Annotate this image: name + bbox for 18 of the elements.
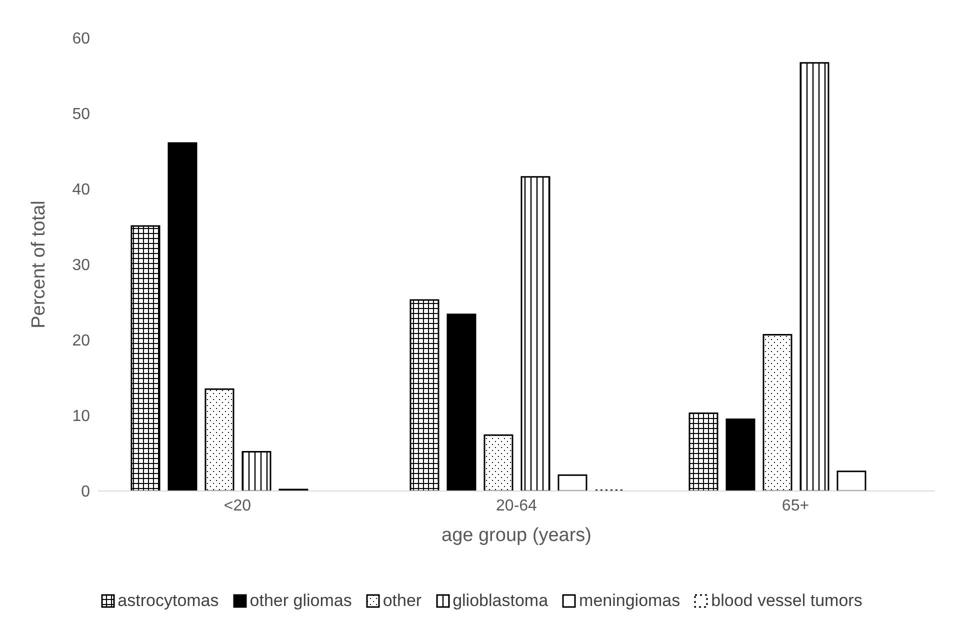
y-tick-label: 40 bbox=[72, 182, 90, 199]
legend-label: other gliomas bbox=[250, 591, 352, 611]
legend-label: meningiomas bbox=[579, 591, 680, 611]
y-tick-label: 20 bbox=[72, 332, 90, 350]
y-tick-label: 60 bbox=[72, 30, 90, 48]
legend-label: glioblastoma bbox=[452, 591, 548, 611]
y-tick-label: 0 bbox=[81, 484, 90, 501]
x-axis-title: age group (years) bbox=[442, 525, 592, 546]
legend-label: blood vessel tumors bbox=[711, 591, 862, 611]
y-tick-label: 10 bbox=[72, 408, 90, 426]
y-tick-label: 50 bbox=[72, 106, 90, 124]
x-tick-label: 65+ bbox=[782, 497, 810, 514]
y-tick-label: 30 bbox=[72, 257, 90, 274]
legend-label: astrocytomas bbox=[118, 591, 219, 611]
x-tick-label: 20-64 bbox=[496, 497, 538, 514]
legend-label: other bbox=[382, 591, 422, 611]
y-axis-title: Percent of total bbox=[28, 200, 50, 328]
x-tick-label: <20 bbox=[224, 497, 252, 514]
